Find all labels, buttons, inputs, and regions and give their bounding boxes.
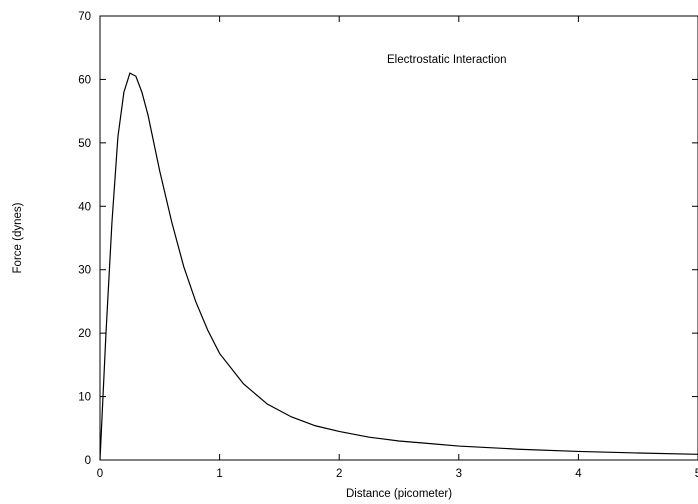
- x-axis-ticks: 0 1 2 3 4 5: [97, 16, 698, 480]
- y-tick-label: 30: [78, 265, 91, 277]
- x-tick-label: 2: [336, 468, 342, 480]
- y-tick-label: 0: [85, 455, 91, 467]
- y-tick-label: 20: [78, 328, 91, 340]
- y-axis-ticks: 0 10 20 30 40 50 60 70: [78, 11, 698, 467]
- x-tick-label: 0: [97, 468, 103, 480]
- y-axis-title: Force (dynes): [12, 202, 24, 273]
- y-tick-label: 40: [78, 201, 91, 213]
- x-tick-label: 1: [216, 468, 222, 480]
- legend-label: Electrostatic Interaction: [387, 54, 507, 66]
- x-tick-label: 3: [456, 468, 462, 480]
- x-tick-label: 5: [695, 468, 698, 480]
- y-tick-label: 60: [78, 74, 91, 86]
- y-tick-label: 50: [78, 138, 91, 150]
- plot-frame: [99, 15, 698, 461]
- series-line-electrostatic: [99, 72, 698, 461]
- y-tick-label: 10: [78, 392, 91, 404]
- x-tick-label: 4: [575, 468, 582, 480]
- x-axis-title: Distance (picometer): [346, 488, 452, 500]
- y-tick-label: 70: [78, 11, 91, 23]
